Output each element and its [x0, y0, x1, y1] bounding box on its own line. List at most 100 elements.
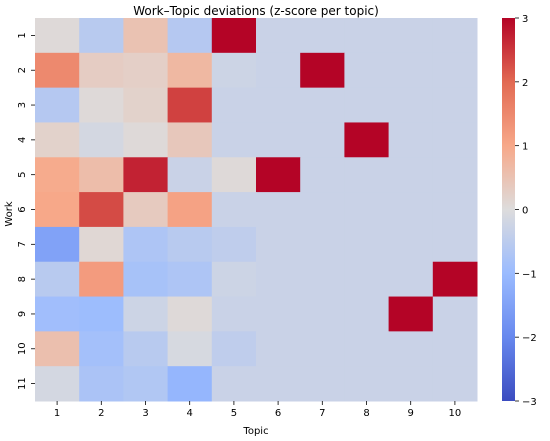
colorbar-tick-label: −1 [522, 269, 537, 280]
heatmap-cell [35, 261, 80, 298]
x-axis-ticks: 1 2 3 4 5 6 7 8 9 10 [54, 401, 461, 419]
heatmap-cell [35, 192, 80, 228]
heatmap-cell [123, 296, 169, 332]
heatmap-cell [79, 296, 124, 332]
colorbar-tick-label: 3 [522, 14, 528, 25]
heatmap-cell [344, 192, 390, 228]
heatmap-cell [123, 192, 169, 228]
heatmap-cell [344, 226, 390, 263]
heatmap-cell [344, 157, 390, 193]
heatmap-cell [167, 296, 213, 332]
heatmap-cell [167, 122, 213, 158]
heatmap-cell [211, 331, 257, 367]
heatmap-cell [432, 192, 478, 228]
heatmap-cell [432, 52, 478, 89]
colorbar-tick-label: −2 [522, 333, 537, 344]
heatmap-cell [256, 296, 301, 332]
colorbar-tick-label: 2 [522, 78, 528, 89]
heatmap-cell [388, 122, 434, 158]
heatmap-cell [35, 157, 80, 193]
heatmap-cell [35, 226, 80, 263]
heatmap-cell [79, 157, 124, 193]
heatmap-cell [211, 18, 257, 54]
heatmap-cell [167, 18, 213, 54]
heatmap-cell [211, 122, 257, 158]
heatmap-cell [344, 87, 390, 123]
heatmap-cell [256, 157, 301, 193]
heatmap-cell [388, 192, 434, 228]
heatmap-cell [388, 87, 434, 123]
heatmap-cell [256, 122, 301, 158]
heatmap-cell [256, 366, 301, 402]
colorbar-gradient [502, 18, 515, 401]
heatmap-cell [79, 331, 124, 367]
heatmap-cell [123, 52, 169, 89]
y-tick-label: 8 [17, 276, 28, 282]
heatmap-cell [123, 261, 169, 298]
heatmap-cell [211, 226, 257, 263]
heatmap-cell [344, 366, 390, 402]
y-tick-label: 3 [17, 102, 28, 108]
heatmap-cell [123, 87, 169, 123]
heatmap-cell [344, 331, 390, 367]
heatmap-cell [167, 192, 213, 228]
heatmap-cell [79, 18, 124, 54]
y-tick-label: 6 [17, 206, 28, 212]
colorbar-tick-label: 0 [522, 206, 528, 217]
heatmap-cell [79, 52, 124, 89]
heatmap-cell [35, 366, 80, 402]
heatmap-cell [432, 18, 478, 54]
x-tick-label: 6 [275, 408, 281, 419]
y-tick-label: 9 [17, 311, 28, 317]
heatmap-cell [300, 366, 345, 402]
heatmap-cell [256, 52, 301, 89]
heatmap-cell [388, 157, 434, 193]
heatmap-cell [35, 331, 80, 367]
heatmap-cell [344, 122, 390, 158]
heatmap-cell [35, 87, 80, 123]
y-tick-label: 2 [17, 67, 28, 73]
heatmap-cell [388, 296, 434, 332]
heatmap-cell [432, 296, 478, 332]
heatmap-cell [432, 366, 478, 402]
y-tick-label: 1 [17, 32, 28, 38]
heatmap-cell [211, 157, 257, 193]
heatmap-cell [35, 296, 80, 332]
heatmap-cell [123, 226, 169, 263]
x-tick-label: 8 [363, 408, 369, 419]
heatmap-cell [300, 331, 345, 367]
x-tick-label: 10 [449, 408, 462, 419]
heatmap-cell [167, 87, 213, 123]
heatmap-cell [167, 52, 213, 89]
heatmap-cell [432, 261, 478, 298]
colorbar-tick-label: −3 [522, 397, 537, 408]
x-tick-label: 1 [54, 408, 60, 419]
heatmap-cell [256, 192, 301, 228]
y-tick-label: 10 [17, 342, 28, 355]
heatmap-cell [123, 331, 169, 367]
heatmap-cell [256, 261, 301, 298]
heatmap-cell [344, 261, 390, 298]
heatmap-cell [300, 52, 345, 89]
colorbar-tick-label: 1 [522, 142, 528, 153]
heatmap-cell [79, 261, 124, 298]
heatmap-cell [123, 18, 169, 54]
heatmap-cell [344, 296, 390, 332]
heatmap-cell [300, 87, 345, 123]
x-tick-label: 2 [98, 408, 104, 419]
heatmap-cell [79, 122, 124, 158]
heatmap-cell [256, 331, 301, 367]
x-tick-label: 3 [142, 408, 148, 419]
heatmap-cell [79, 87, 124, 123]
heatmap-cell [79, 226, 124, 263]
heatmap-cell [300, 122, 345, 158]
x-tick-label: 4 [187, 408, 193, 419]
y-axis-ticks: 1 2 3 4 5 6 7 8 9 10 11 [17, 32, 35, 390]
heatmap-cell [211, 261, 257, 298]
y-tick-label: 7 [17, 241, 28, 247]
heatmap-cell [167, 366, 213, 402]
heatmap-cell [344, 18, 390, 54]
heatmap-cell [211, 52, 257, 89]
heatmap-cell [211, 296, 257, 332]
